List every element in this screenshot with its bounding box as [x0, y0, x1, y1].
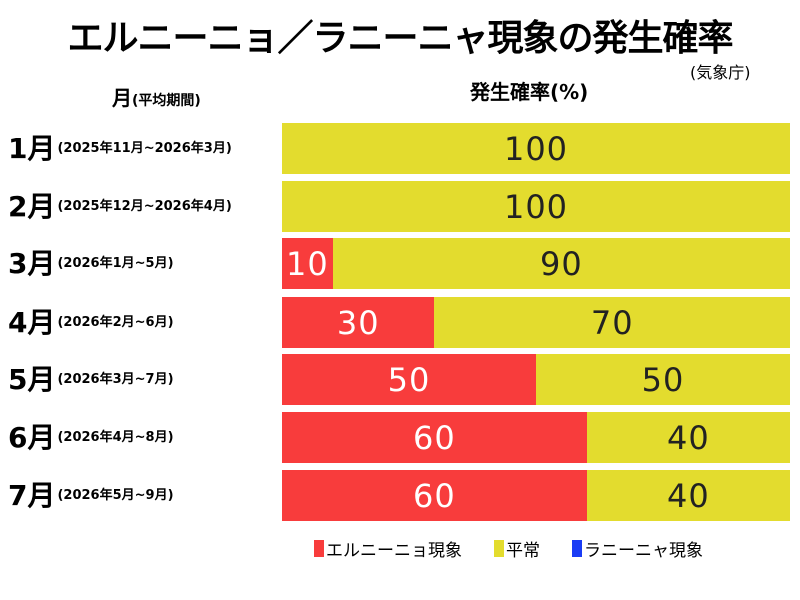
bar-segment: 50 [282, 354, 536, 405]
bar-segment: 40 [586, 412, 790, 463]
data-label: 100 [503, 187, 569, 226]
bar-segment: 50 [536, 354, 790, 405]
data-label: 50 [641, 360, 685, 399]
chart-title: エルニーニョ／ラニーニャ現象の発生確率 [67, 18, 733, 59]
category-month: 6月 [8, 420, 56, 454]
x-axis-label: 発生確率(%) [470, 80, 589, 104]
category-period: (2026年4月~8月) [57, 430, 174, 445]
category-label: 1月 (2025年11月~2026年3月) [8, 123, 276, 174]
category-label: 4月 (2026年2月~6月) [8, 297, 276, 348]
data-label: 60 [413, 418, 456, 457]
category-month: 1月 [8, 131, 56, 165]
data-label: 90 [540, 244, 583, 283]
legend-item: 平常 [494, 536, 540, 561]
legend-label: エルニーニョ現象 [326, 541, 462, 561]
data-label: 70 [590, 303, 634, 342]
legend-label: 平常 [506, 541, 540, 561]
bar-segment: 100 [282, 123, 790, 174]
data-label: 40 [667, 476, 710, 515]
bar-segment: 10 [282, 238, 333, 289]
category-month: 2月 [8, 189, 56, 223]
bar-segment: 100 [282, 181, 790, 232]
legend-item: エルニーニョ現象 [314, 536, 462, 561]
category-month: 4月 [8, 305, 56, 339]
data-label: 100 [503, 129, 569, 168]
category-label: 7月 (2026年5月~9月) [8, 470, 276, 521]
y-axis-label-main: 月 [112, 86, 132, 110]
category-label: 6月 (2026年4月~8月) [8, 412, 276, 463]
legend: エルニーニョ現象 平常 ラニーニャ現象 [314, 536, 703, 561]
data-label: 60 [413, 476, 456, 515]
data-label: 30 [336, 303, 380, 342]
category-label: 3月 (2026年1月~5月) [8, 238, 276, 289]
category-label: 5月 (2026年3月~7月) [8, 354, 276, 405]
category-period: (2025年12月~2026年4月) [57, 199, 232, 214]
bar-segment: 30 [282, 297, 435, 348]
legend-swatch [314, 540, 324, 557]
legend-item: ラニーニャ現象 [572, 536, 703, 561]
category-period: (2026年1月~5月) [57, 256, 174, 271]
legend-swatch [572, 540, 582, 557]
category-period: (2026年5月~9月) [57, 488, 174, 503]
category-label: 2月 (2025年12月~2026年4月) [8, 181, 276, 232]
bar-segment: 40 [586, 470, 790, 521]
data-label: 40 [667, 418, 710, 457]
data-label: 10 [286, 244, 329, 283]
category-month: 3月 [8, 246, 56, 280]
data-label: 50 [387, 360, 431, 399]
category-month: 7月 [8, 478, 56, 512]
category-month: 5月 [8, 362, 56, 396]
legend-label: ラニーニャ現象 [584, 541, 703, 561]
bar-segment: 70 [434, 297, 790, 348]
bar-segment: 60 [282, 412, 587, 463]
bar-segment: 90 [332, 238, 790, 289]
legend-swatch [494, 540, 504, 557]
category-period: (2026年3月~7月) [57, 372, 174, 387]
bar-segment: 60 [282, 470, 587, 521]
y-axis-label: 月(平均期間) [112, 86, 201, 113]
source-label: (気象庁) [690, 63, 751, 82]
y-axis-label-sub: (平均期間) [132, 93, 201, 109]
category-period: (2025年11月~2026年3月) [57, 141, 232, 156]
category-period: (2026年2月~6月) [57, 315, 174, 330]
